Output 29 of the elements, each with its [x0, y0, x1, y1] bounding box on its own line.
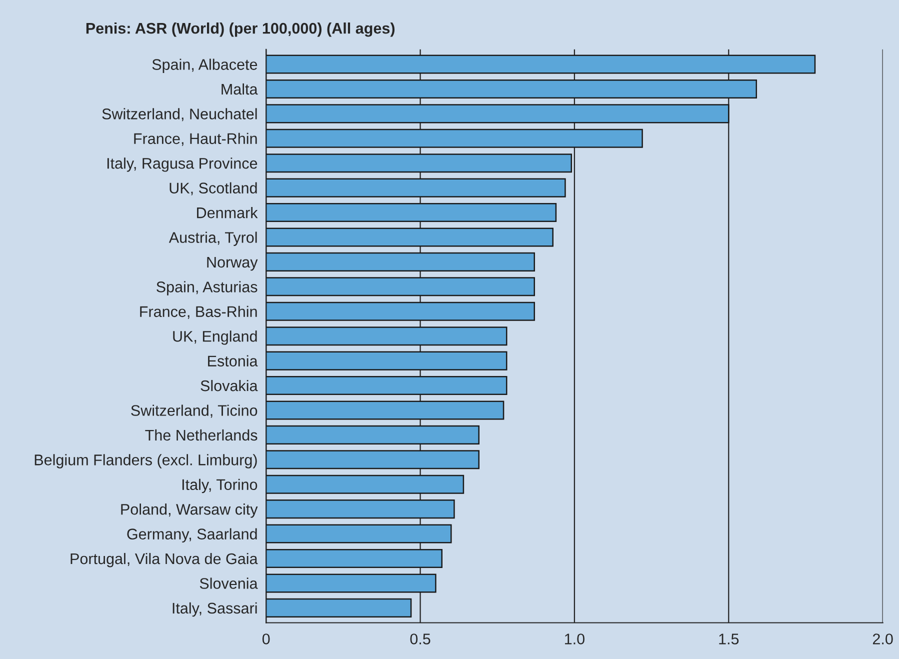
x-tick-label: 0.5: [410, 634, 430, 644]
y-tick-label: Denmark: [197, 206, 258, 218]
y-tick-label: Norway: [207, 256, 258, 271]
y-tick-label: Austria, Tyrol: [168, 232, 257, 246]
y-tick-label: Switzerland, Ticino: [131, 404, 258, 418]
y-tick-label: Switzerland, Neuchatel: [102, 108, 257, 122]
y-tick-label: Spain, Asturias: [156, 281, 258, 296]
x-tick-label: 0: [262, 634, 270, 644]
y-tick-label: UK, Scotland: [170, 182, 257, 196]
y-tick-label: Germany, Saarland: [127, 528, 257, 542]
y-tick-label: France, Bas-Rhin: [140, 306, 257, 319]
chart-title: Penis: ASR (World) (per 100,000) (All ages): [86, 22, 395, 37]
y-tick-label: Italy, Ragusa Province: [107, 158, 258, 172]
y-tick-label: Portugal, Vila Nova de Gaia: [70, 552, 258, 568]
y-tick-label: Italy, Sassari: [172, 602, 257, 617]
x-tick-label: 2.0: [872, 634, 893, 644]
y-tick-label: Belgium Flanders (excl. Limburg): [34, 454, 257, 468]
y-tick-label: Estonia: [208, 355, 258, 366]
x-tick-label: 1.5: [719, 634, 739, 644]
y-tick-label: France, Haut-Rhin: [134, 132, 257, 146]
y-tick-label: Malta: [222, 83, 258, 95]
y-tick-label: Spain, Albacete: [152, 58, 258, 73]
y-tick-label: Slovenia: [200, 578, 258, 589]
y-tick-label: Italy, Torino: [182, 478, 258, 494]
x-tick-label: 1.0: [565, 634, 584, 644]
y-tick-label: Poland, Warsaw city: [121, 504, 258, 518]
y-tick-label: The Netherlands: [145, 429, 258, 441]
y-tick-label: Slovakia: [200, 380, 258, 392]
y-tick-label: UK, England: [173, 330, 257, 345]
